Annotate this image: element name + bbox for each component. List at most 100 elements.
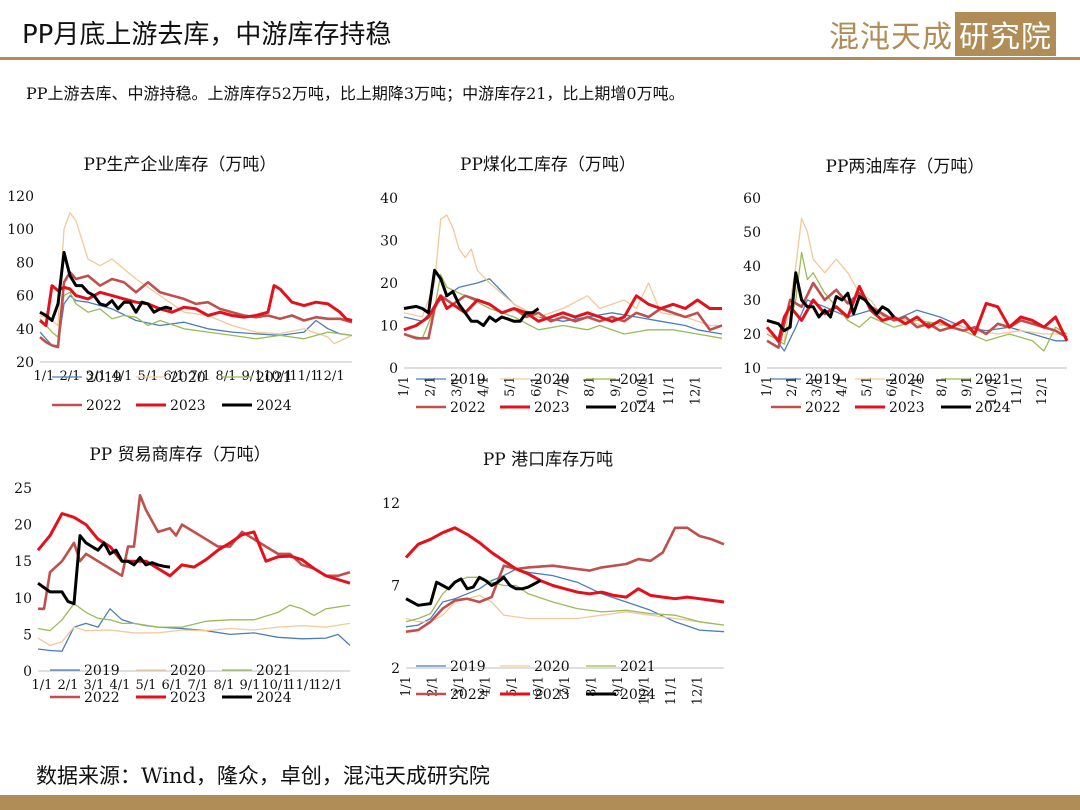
legend-label: 2023	[889, 400, 925, 416]
series-line-2020	[405, 594, 725, 626]
series-line-2021	[405, 576, 725, 626]
y-tick-label: 60	[16, 289, 34, 305]
header-divider	[0, 57, 1080, 60]
x-tick-label: 6/1	[164, 369, 185, 384]
summary-text: PP上游去库、中游持稳。上游库存52万吨，比上期降3万吨；中游库存21，比上期增…	[26, 84, 685, 103]
x-tick-label: 3/1	[86, 369, 107, 384]
data-source: 数据来源：Wind，隆众，卓创，混沌天成研究院	[36, 764, 490, 788]
series-line-2023	[765, 284, 1069, 343]
y-tick-label: 50	[743, 225, 761, 241]
y-tick-label: 12	[382, 496, 400, 512]
legend-label: 2019	[450, 659, 486, 675]
y-tick-label: 7	[391, 579, 400, 595]
legend-label: 2022	[450, 400, 486, 416]
x-tick-label: 1/1	[399, 676, 414, 697]
x-tick-label: 8/1	[583, 376, 598, 397]
x-tick-label: 5/1	[503, 376, 518, 397]
series-line-2022	[38, 494, 351, 611]
legend-label: 2021	[620, 659, 656, 675]
chart-title: PP两油库存（万吨）	[826, 157, 985, 177]
legend-label: 2023	[170, 690, 206, 706]
x-tick-label: 12/1	[691, 676, 706, 705]
y-tick-label: 30	[380, 234, 398, 250]
x-tick-label: 1/1	[397, 376, 412, 397]
series-line-2024	[403, 268, 540, 327]
x-tick-label: 4/1	[835, 376, 850, 397]
x-tick-label: 5/1	[505, 676, 520, 697]
y-tick-label: 15	[14, 554, 32, 570]
legend-label: 2020	[889, 372, 925, 388]
legend-label: 2019	[450, 372, 486, 388]
y-tick-label: 10	[14, 591, 32, 607]
legend-label: 2019	[84, 663, 120, 679]
x-tick-label: 11/1	[1010, 376, 1025, 405]
x-tick-label: 4/1	[110, 678, 131, 693]
x-tick-label: 10/1	[636, 376, 651, 405]
x-tick-label: 4/1	[112, 369, 133, 384]
y-tick-label: 20	[743, 327, 761, 343]
x-tick-label: 3/1	[450, 376, 465, 397]
legend-label: 2022	[450, 687, 486, 703]
y-tick-label: 10	[380, 319, 398, 335]
y-tick-label: 80	[16, 255, 34, 271]
x-tick-label: 2/1	[426, 676, 441, 697]
legend-label: 2020	[534, 372, 570, 388]
x-tick-label: 6/1	[885, 376, 900, 397]
footer-bar	[0, 795, 1080, 810]
chart-trader-inventory: PP 贸易商库存（万吨） 0 5 10 15 20 25 1/1 2/1 3/1 4/1 5/1 6/1…	[14, 445, 351, 706]
logo-box-text: 研究院	[955, 12, 1056, 56]
legend-label: 2020	[170, 370, 206, 386]
x-tick-label: 11/1	[664, 676, 679, 705]
chart-port-inventory: PP 港口库存万吨 2 7 12 1/1 2/1 3/1 4/1 5/1 6/1 7/1 8/1 9/1…	[382, 450, 725, 705]
legend-label: 2023	[170, 398, 206, 414]
y-tick-label: 40	[743, 259, 761, 275]
logo-text: 混沌天成	[829, 20, 953, 55]
legend-label: 2020	[170, 663, 206, 679]
x-tick-label: 7/1	[188, 678, 209, 693]
legend-label: 2024	[256, 398, 292, 414]
legend-label: 2019	[805, 372, 841, 388]
y-tick-label: 0	[389, 361, 398, 377]
series-line-2023	[39, 284, 353, 327]
x-tick-label: 1/1	[32, 678, 53, 693]
series-line-2022	[403, 294, 723, 340]
x-tick-label: 6/1	[530, 376, 545, 397]
x-tick-label: 9/1	[611, 676, 626, 697]
x-tick-label: 11/1	[289, 369, 318, 384]
series-line-2020	[39, 211, 353, 345]
x-tick-label: 10/1	[985, 376, 1000, 405]
series-line-2022	[405, 526, 725, 633]
y-tick-label: 60	[743, 191, 761, 207]
legend-label: 2024	[256, 690, 292, 706]
series-line-2023	[403, 294, 722, 332]
series-line-2024	[405, 575, 542, 607]
legend-label: 2023	[534, 687, 570, 703]
chart-coal-chemical-inventory: PP煤化工库存（万吨） 0 10 20 30 40 1/1 2/1 3/1 4/1 5/1 6/1 7/…	[380, 155, 723, 416]
x-tick-label: 2/1	[58, 678, 79, 693]
x-tick-label: 8/1	[214, 678, 235, 693]
y-tick-label: 25	[14, 481, 32, 497]
x-tick-label: 5/1	[136, 678, 157, 693]
series-line-2024	[37, 534, 171, 606]
series-line-2021	[39, 291, 353, 340]
x-tick-label: 9/1	[609, 376, 624, 397]
x-tick-label: 1/1	[34, 369, 55, 384]
x-tick-label: 4/1	[479, 676, 494, 697]
x-tick-label: 9/1	[240, 678, 261, 693]
x-tick-label: 7/1	[556, 376, 571, 397]
series-line-2020	[766, 217, 1067, 342]
y-tick-label: 100	[7, 222, 34, 238]
y-tick-label: 20	[14, 518, 32, 534]
x-tick-label: 6/1	[162, 678, 183, 693]
chart-title: PP 港口库存万吨	[483, 450, 613, 470]
legend-label: 2024	[620, 400, 656, 416]
x-tick-label: 10/1	[638, 676, 653, 705]
page-title: PP月底上游去库，中游库存持稳	[22, 20, 392, 50]
legend-label: 2022	[86, 398, 122, 414]
legend-label: 2019	[86, 370, 122, 386]
y-tick-label: 120	[7, 189, 34, 205]
series-line-2023	[36, 512, 351, 585]
y-tick-label: 40	[380, 191, 398, 207]
series-line-2020	[403, 214, 722, 327]
